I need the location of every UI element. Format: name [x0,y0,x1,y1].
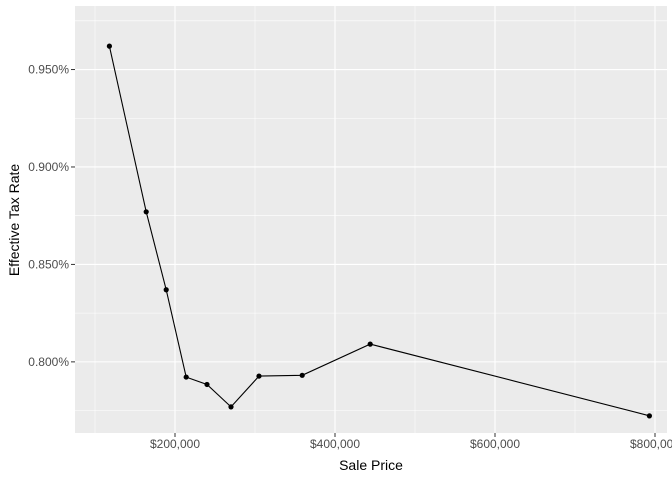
data-point [367,341,373,347]
y-tick-label: 0.900% [28,160,69,174]
data-point [256,373,262,379]
x-tick-label: $200,000 [150,437,200,451]
x-axis: $200,000 $400,000 $600,000 $800,000 [150,433,672,451]
x-tick-label: $800,000 [630,437,672,451]
x-tick-label: $400,000 [310,437,360,451]
major-gridlines [75,6,667,433]
data-point [646,413,653,419]
series-group [106,43,653,419]
y-axis: 0.800% 0.850% 0.900% 0.950% [28,63,75,369]
data-point [299,372,305,378]
x-axis-title: Sale Price [339,457,403,473]
y-axis-title: Effective Tax Rate [6,164,22,277]
minor-gridlines [75,6,667,433]
series-line [108,45,650,417]
y-tick-label: 0.800% [28,355,69,369]
data-point [228,404,234,410]
data-point [183,374,189,380]
data-point [143,209,149,215]
data-point [106,43,112,49]
x-tick-label: $600,000 [470,437,520,451]
data-point [163,287,169,293]
data-point [204,381,210,388]
y-tick-label: 0.850% [28,257,69,271]
y-tick-label: 0.950% [28,63,69,77]
